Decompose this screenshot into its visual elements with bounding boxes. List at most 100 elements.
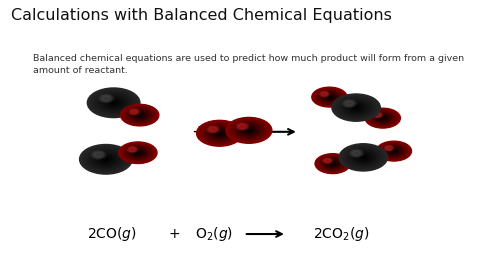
Circle shape (369, 110, 397, 126)
Circle shape (359, 155, 367, 160)
Circle shape (96, 153, 117, 165)
Circle shape (136, 152, 140, 154)
Circle shape (91, 90, 136, 115)
Circle shape (383, 145, 394, 151)
Circle shape (130, 109, 139, 114)
Circle shape (107, 99, 120, 107)
Circle shape (380, 143, 408, 159)
Circle shape (94, 153, 118, 166)
Circle shape (124, 107, 155, 124)
Circle shape (384, 146, 393, 151)
Circle shape (323, 158, 342, 169)
Circle shape (102, 96, 111, 101)
Circle shape (378, 115, 388, 121)
Circle shape (96, 154, 101, 156)
Circle shape (206, 126, 233, 141)
Circle shape (340, 144, 386, 170)
Circle shape (322, 93, 327, 95)
Circle shape (379, 116, 386, 120)
Circle shape (238, 124, 248, 129)
Circle shape (228, 119, 270, 142)
Circle shape (244, 128, 253, 133)
Circle shape (317, 155, 348, 172)
Circle shape (94, 152, 103, 157)
Circle shape (372, 112, 393, 124)
Circle shape (235, 123, 263, 138)
Circle shape (321, 92, 338, 102)
Circle shape (342, 99, 357, 108)
Circle shape (127, 147, 148, 159)
Circle shape (134, 112, 145, 118)
Circle shape (332, 94, 380, 121)
Circle shape (348, 148, 379, 166)
Circle shape (238, 124, 261, 137)
Circle shape (209, 128, 230, 139)
Circle shape (375, 114, 381, 117)
Circle shape (202, 123, 237, 143)
Circle shape (381, 144, 406, 158)
Circle shape (204, 124, 236, 142)
Circle shape (82, 146, 130, 173)
Circle shape (367, 109, 399, 127)
Circle shape (111, 101, 116, 104)
Circle shape (136, 113, 143, 117)
Circle shape (334, 95, 378, 120)
Circle shape (89, 150, 123, 169)
Circle shape (98, 154, 100, 155)
Circle shape (316, 90, 343, 104)
Circle shape (215, 131, 224, 136)
Circle shape (357, 154, 369, 161)
Circle shape (121, 105, 158, 125)
Circle shape (375, 114, 391, 123)
Circle shape (382, 145, 405, 158)
Circle shape (316, 154, 349, 173)
Circle shape (348, 103, 365, 112)
Circle shape (342, 100, 370, 116)
Circle shape (322, 93, 337, 101)
Circle shape (134, 151, 141, 155)
Circle shape (348, 103, 350, 104)
Circle shape (373, 112, 382, 118)
Circle shape (201, 123, 238, 144)
Circle shape (354, 152, 358, 154)
Circle shape (353, 151, 359, 155)
Circle shape (210, 128, 228, 139)
Circle shape (388, 148, 400, 155)
Circle shape (370, 111, 395, 125)
Circle shape (381, 117, 385, 119)
Circle shape (104, 97, 109, 100)
Circle shape (98, 94, 130, 112)
Circle shape (120, 143, 155, 162)
Circle shape (211, 128, 215, 130)
Circle shape (323, 94, 336, 101)
Circle shape (327, 161, 338, 167)
Circle shape (324, 159, 341, 169)
Circle shape (321, 157, 344, 170)
Circle shape (127, 146, 139, 153)
Circle shape (93, 91, 135, 115)
Circle shape (199, 122, 240, 145)
Circle shape (366, 109, 400, 128)
Circle shape (356, 153, 370, 161)
Circle shape (86, 148, 126, 170)
Circle shape (339, 144, 388, 171)
Circle shape (229, 119, 269, 141)
Text: O$_2$($g$): O$_2$($g$) (195, 225, 233, 243)
Circle shape (234, 122, 264, 139)
Circle shape (119, 142, 157, 164)
Circle shape (90, 90, 137, 116)
Circle shape (319, 91, 330, 97)
Circle shape (93, 152, 119, 167)
Circle shape (100, 95, 127, 110)
Circle shape (137, 114, 142, 117)
Circle shape (322, 158, 343, 169)
Circle shape (85, 147, 127, 171)
Circle shape (241, 126, 257, 135)
Circle shape (243, 127, 255, 134)
Circle shape (365, 108, 401, 128)
Circle shape (84, 147, 128, 172)
Circle shape (332, 163, 334, 164)
Circle shape (102, 157, 110, 161)
Circle shape (346, 102, 352, 105)
Circle shape (326, 95, 333, 99)
